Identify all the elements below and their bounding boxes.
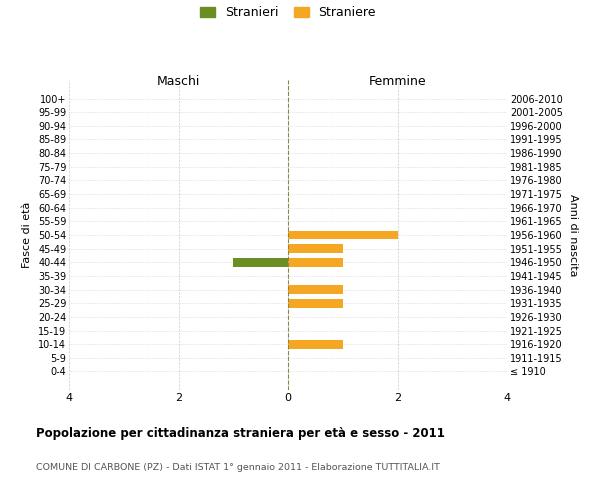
Bar — [288, 258, 343, 266]
Bar — [288, 340, 343, 348]
Text: Popolazione per cittadinanza straniera per età e sesso - 2011: Popolazione per cittadinanza straniera p… — [36, 428, 445, 440]
Bar — [288, 299, 343, 308]
Bar — [288, 230, 398, 239]
Bar — [288, 285, 343, 294]
Y-axis label: Fasce di età: Fasce di età — [22, 202, 32, 268]
Bar — [288, 244, 343, 253]
Y-axis label: Anni di nascita: Anni di nascita — [568, 194, 578, 276]
Text: Maschi: Maschi — [157, 74, 200, 88]
Legend: Stranieri, Straniere: Stranieri, Straniere — [200, 6, 376, 19]
Text: Femmine: Femmine — [368, 74, 427, 88]
Bar — [233, 258, 288, 266]
Text: COMUNE DI CARBONE (PZ) - Dati ISTAT 1° gennaio 2011 - Elaborazione TUTTITALIA.IT: COMUNE DI CARBONE (PZ) - Dati ISTAT 1° g… — [36, 462, 440, 471]
